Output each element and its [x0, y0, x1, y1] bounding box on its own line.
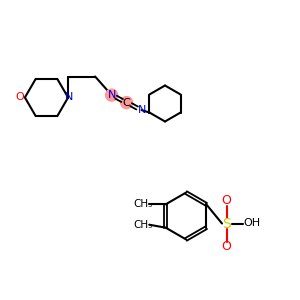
- Text: OH: OH: [243, 218, 261, 229]
- Text: N: N: [64, 92, 73, 103]
- Text: O: O: [222, 239, 231, 253]
- Text: O: O: [222, 194, 231, 208]
- Text: C: C: [123, 98, 130, 108]
- Circle shape: [121, 97, 133, 109]
- Text: N: N: [107, 90, 116, 100]
- Text: CH₃: CH₃: [134, 199, 153, 209]
- Text: S: S: [222, 217, 231, 230]
- Text: O: O: [15, 92, 24, 103]
- Circle shape: [106, 89, 118, 101]
- Text: CH₃: CH₃: [134, 220, 153, 230]
- Text: N: N: [137, 105, 146, 115]
